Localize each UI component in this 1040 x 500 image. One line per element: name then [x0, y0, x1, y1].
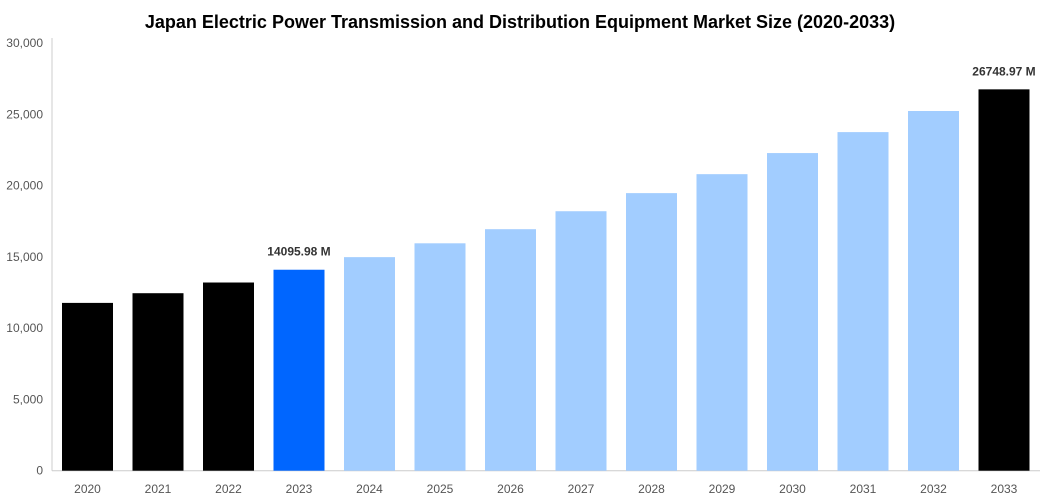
bar-2026	[485, 229, 536, 471]
bar-2032	[908, 111, 959, 471]
y-tick-label: 10,000	[6, 321, 43, 335]
y-tick-label: 20,000	[6, 179, 43, 193]
bar-2027	[555, 211, 607, 471]
x-axis: 2020 2021 2022 2023 2024 2025 2026 2027 2028 2029…	[74, 482, 1018, 496]
x-tick-label: 2031	[850, 482, 877, 496]
data-label-2023: 14095.98 M	[267, 245, 330, 259]
chart-title: Japan Electric Power Transmission and Di…	[145, 12, 895, 32]
y-tick-label: 15,000	[6, 250, 43, 264]
bar-2025	[414, 243, 466, 471]
bar-2021	[132, 293, 184, 471]
bar-2022	[203, 282, 254, 471]
x-tick-label: 2020	[74, 482, 101, 496]
bar-2028	[626, 193, 677, 471]
x-tick-label: 2022	[215, 482, 242, 496]
y-tick-label: 25,000	[6, 107, 43, 121]
bar-2033	[978, 89, 1030, 471]
bar-2029	[696, 174, 748, 471]
x-tick-label: 2024	[356, 482, 383, 496]
x-tick-label: 2030	[779, 482, 806, 496]
x-tick-label: 2027	[568, 482, 595, 496]
x-tick-label: 2028	[638, 482, 665, 496]
y-tick-label: 30,000	[6, 36, 43, 50]
x-tick-label: 2026	[497, 482, 524, 496]
bar-2030	[767, 153, 818, 471]
y-tick-label: 0	[36, 464, 43, 478]
x-tick-label: 2029	[709, 482, 736, 496]
x-tick-label: 2025	[427, 482, 454, 496]
bar-2031	[837, 132, 889, 471]
y-tick-label: 5,000	[13, 392, 43, 406]
bars: 14095.98 M 26748.97 M	[62, 64, 1036, 471]
data-label-2033: 26748.97 M	[972, 64, 1035, 78]
x-tick-label: 2021	[145, 482, 172, 496]
bar-2023	[273, 269, 325, 471]
x-tick-label: 2033	[991, 482, 1018, 496]
bar-2020	[62, 302, 113, 471]
x-tick-label: 2023	[286, 482, 313, 496]
x-tick-label: 2032	[920, 482, 947, 496]
bar-2024	[344, 257, 395, 471]
